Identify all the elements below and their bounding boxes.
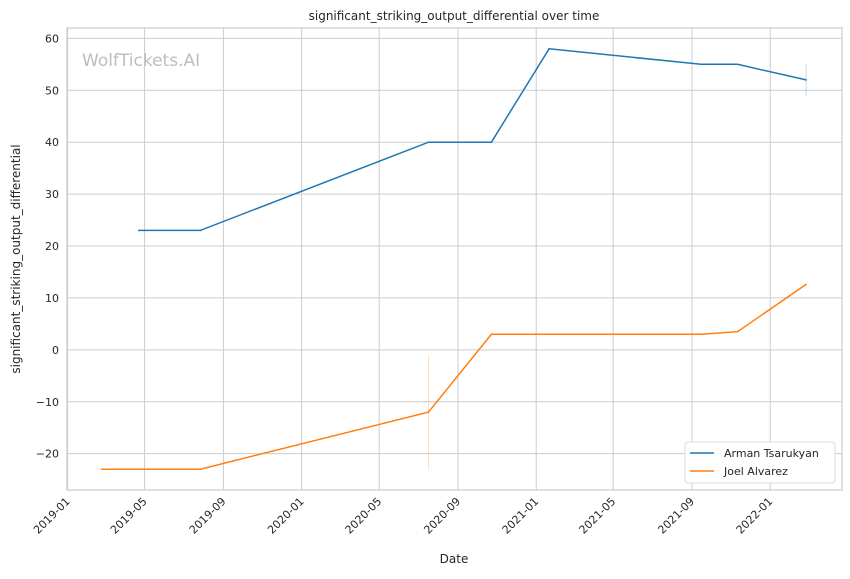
x-tick-label: 2019-01 bbox=[31, 495, 73, 537]
y-tick-label: 40 bbox=[45, 136, 59, 149]
y-tick-label: −10 bbox=[36, 396, 59, 409]
y-tick-label: 10 bbox=[45, 292, 59, 305]
data-point bbox=[805, 79, 807, 81]
y-axis-label: significant_striking_output_differential bbox=[9, 144, 23, 373]
data-point bbox=[736, 63, 739, 66]
x-axis-label: Date bbox=[440, 552, 469, 566]
data-point bbox=[199, 468, 202, 471]
data-point bbox=[490, 333, 493, 336]
x-tick-label: 2021-05 bbox=[577, 495, 619, 537]
data-point bbox=[199, 229, 202, 232]
x-tick-label: 2020-05 bbox=[343, 495, 385, 537]
x-tick-label: 2022-01 bbox=[734, 495, 776, 537]
data-point bbox=[548, 47, 550, 50]
x-tick-label: 2019-05 bbox=[108, 495, 150, 537]
series-line-arman-tsarukyan bbox=[138, 48, 807, 232]
data-point bbox=[736, 330, 739, 333]
x-tick-label: 2021-01 bbox=[500, 495, 542, 537]
data-point bbox=[490, 141, 493, 144]
x-tick-label: 2019-09 bbox=[187, 495, 229, 537]
y-tick-label: 60 bbox=[45, 32, 59, 45]
data-point bbox=[700, 333, 702, 336]
data-point bbox=[427, 141, 430, 144]
x-tick-label: 2021-09 bbox=[655, 495, 697, 537]
data-point bbox=[700, 63, 702, 66]
series-line-joel-alvarez bbox=[101, 283, 807, 470]
chart-title: significant_striking_output_differential… bbox=[309, 9, 600, 23]
legend-label-joel: Joel Alvarez bbox=[723, 465, 788, 478]
data-point bbox=[137, 229, 140, 232]
watermark: WolfTickets.AI bbox=[82, 51, 200, 71]
data-point bbox=[100, 468, 103, 471]
y-tick-label: 20 bbox=[45, 240, 59, 253]
y-tick-label: 30 bbox=[45, 188, 59, 201]
data-point bbox=[427, 411, 430, 413]
x-tick-label: 2020-01 bbox=[265, 495, 307, 537]
y-tick-label: 50 bbox=[45, 84, 59, 97]
legend-label-arman: Arman Tsarukyan bbox=[724, 447, 819, 460]
legend: Arman Tsarukyan Joel Alvarez bbox=[684, 441, 836, 484]
data-point bbox=[805, 283, 807, 286]
y-tick-label: 0 bbox=[52, 344, 59, 357]
y-tick-label: −20 bbox=[36, 448, 59, 461]
x-tick-label: 2020-09 bbox=[421, 495, 463, 537]
plot-frame bbox=[66, 27, 843, 491]
